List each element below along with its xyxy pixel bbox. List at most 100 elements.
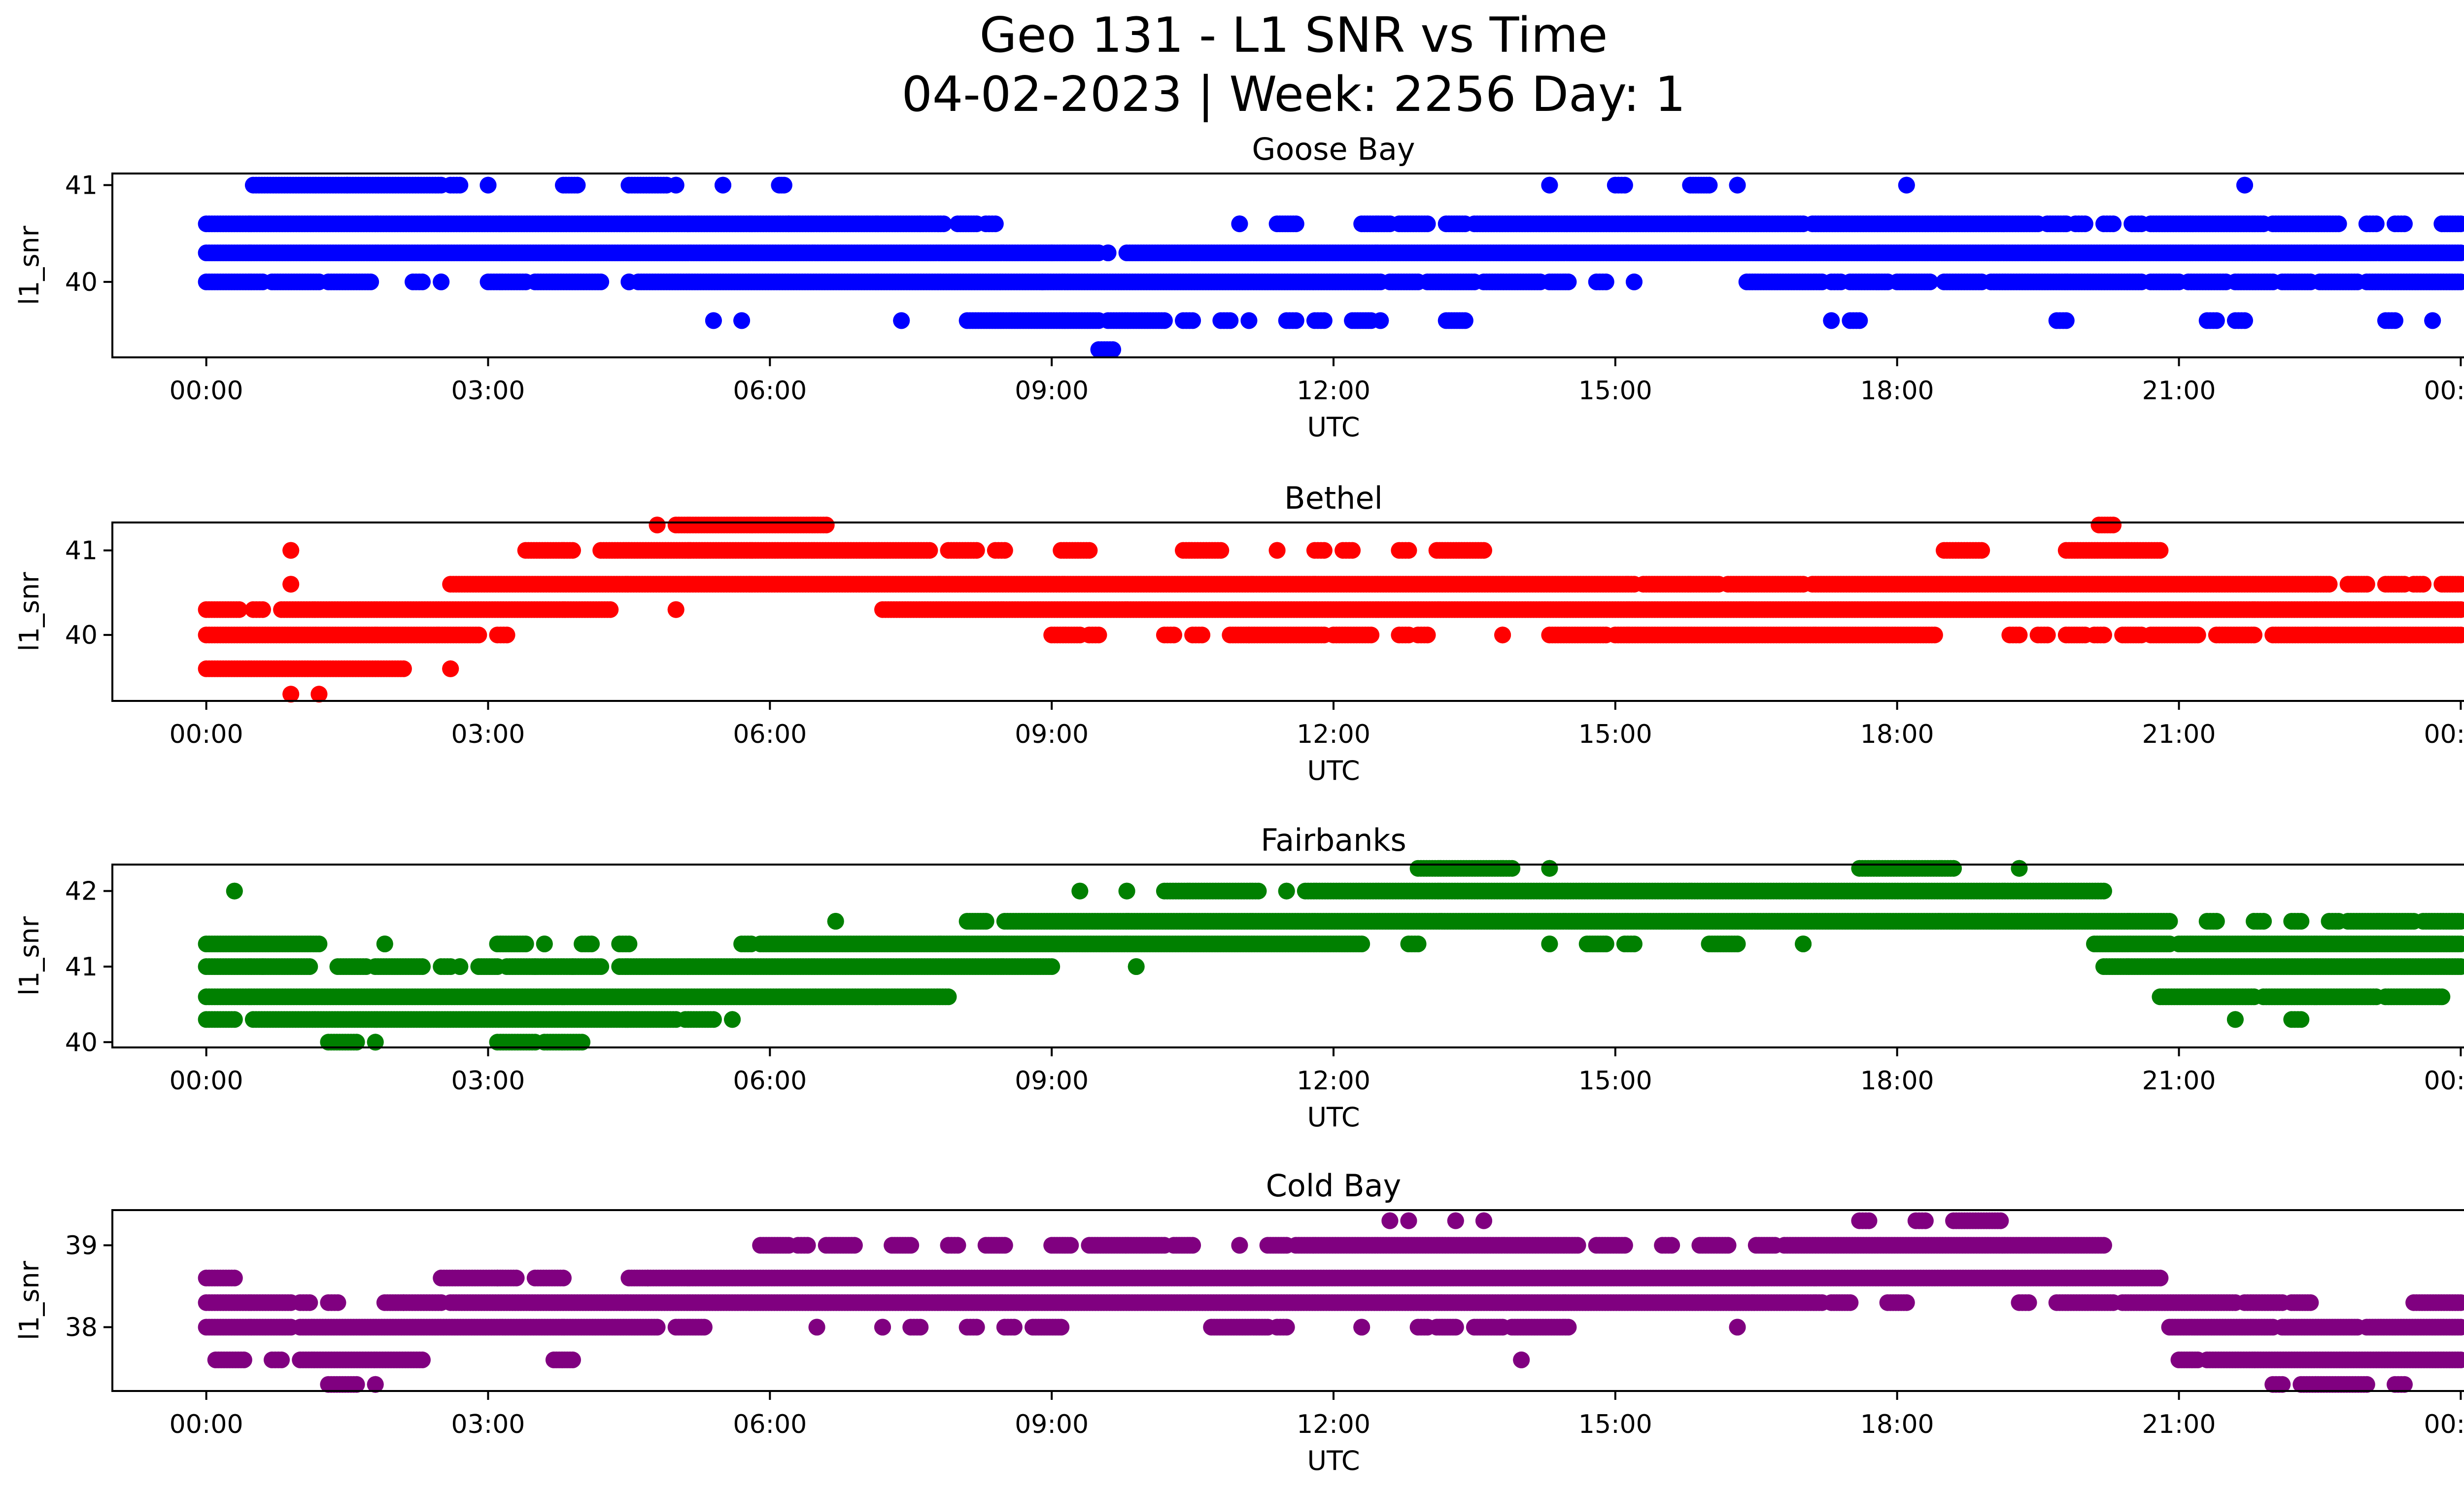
- x-tick-label: 00:00: [170, 376, 243, 406]
- data-point: [1541, 176, 1558, 194]
- x-tick-label: 06:00: [733, 376, 807, 406]
- data-point: [775, 176, 792, 194]
- data-point: [2321, 576, 2338, 593]
- data-point: [2011, 860, 2028, 877]
- subplots: 00:00 03:00 06:00 09:00 12:00 15:00 18:00 21:00…: [14, 131, 2464, 1476]
- data-point: [451, 176, 469, 194]
- x-axis-label: UTC: [1307, 412, 1360, 443]
- x-tick-label: 03:00: [451, 720, 525, 749]
- data-point: [254, 601, 271, 618]
- data-point: [1071, 882, 1089, 900]
- x-tick-label: 09:00: [1015, 376, 1089, 406]
- data-point: [2208, 312, 2225, 329]
- x-tick-label: 18:00: [1860, 720, 1934, 749]
- data-point: [1212, 542, 1230, 559]
- x-tick-label: 12:00: [1297, 376, 1370, 406]
- data-point: [1701, 176, 1718, 194]
- x-tick-label: 21:00: [2142, 376, 2216, 406]
- x-tick-label: 03:00: [451, 376, 525, 406]
- data-point: [1268, 542, 1286, 559]
- data-point: [1240, 312, 1258, 329]
- data-point: [921, 542, 938, 559]
- data-point: [1419, 215, 1436, 233]
- data-point: [715, 176, 731, 194]
- data-point: [1165, 626, 1182, 644]
- scatter-points: [198, 176, 2464, 358]
- data-point: [1851, 312, 1868, 329]
- data-point: [226, 882, 243, 900]
- data-point: [282, 576, 300, 593]
- data-point: [667, 601, 684, 618]
- data-point: [705, 312, 722, 329]
- data-point: [2358, 576, 2375, 593]
- data-point: [1344, 542, 1361, 559]
- data-point: [592, 273, 610, 290]
- x-tick-label: 15:00: [1578, 376, 1652, 406]
- data-point: [987, 215, 1004, 233]
- data-point: [282, 542, 300, 559]
- data-point: [1898, 176, 1915, 194]
- data-point: [1118, 882, 1135, 900]
- data-point: [2057, 312, 2075, 329]
- data-point: [1823, 312, 1840, 329]
- data-point: [1945, 860, 1962, 877]
- data-point: [968, 542, 985, 559]
- data-point: [2011, 626, 2028, 644]
- data-point: [2236, 176, 2253, 194]
- y-tick-label: 41: [65, 536, 98, 566]
- data-point: [1926, 626, 1943, 644]
- data-point: [1222, 312, 1239, 329]
- data-point: [2387, 312, 2403, 329]
- data-point: [1372, 312, 1389, 329]
- subplot-goose-bay: 00:00 03:00 06:00 09:00 12:00 15:00 18:00 21:00…: [14, 131, 2464, 443]
- data-point: [479, 176, 497, 194]
- x-tick-label: 00:00: [170, 720, 243, 749]
- x-tick-label: 18:00: [1860, 376, 1934, 406]
- data-point: [2396, 215, 2413, 233]
- data-point: [2330, 215, 2347, 233]
- data-point: [1494, 626, 1511, 644]
- x-axis-label: UTC: [1307, 755, 1360, 786]
- data-point: [1099, 244, 1117, 261]
- data-point: [2452, 215, 2464, 233]
- data-point: [649, 517, 666, 534]
- y-tick-label: 40: [65, 621, 98, 650]
- data-point: [1419, 626, 1436, 644]
- data-point: [2152, 542, 2169, 559]
- y-tick-label: 41: [65, 171, 98, 201]
- data-point: [1231, 215, 1248, 233]
- data-point: [1315, 542, 1333, 559]
- data-point: [395, 660, 412, 677]
- data-point: [1626, 273, 1643, 290]
- data-point: [1729, 176, 1746, 194]
- data-point: [1184, 312, 1201, 329]
- data-point: [1616, 176, 1633, 194]
- x-tick-label: 09:00: [1015, 720, 1089, 749]
- data-point: [602, 601, 619, 618]
- data-point: [1560, 273, 1577, 290]
- data-point: [1287, 215, 1304, 233]
- x-tick-label: 06:00: [733, 720, 807, 749]
- data-point: [1400, 542, 1417, 559]
- subplot-title: Bethel: [1284, 480, 1383, 516]
- data-point: [1250, 882, 1267, 900]
- data-point: [996, 542, 1013, 559]
- x-tick-label: 15:00: [1578, 720, 1652, 749]
- x-tick-label: 21:00: [2142, 720, 2216, 749]
- data-point: [2246, 626, 2262, 644]
- data-point: [1504, 860, 1521, 877]
- data-point: [2076, 215, 2093, 233]
- x-tick-label: 12:00: [1297, 720, 1370, 749]
- data-point: [1597, 273, 1614, 290]
- data-point: [818, 517, 835, 534]
- data-point: [2039, 626, 2056, 644]
- subplot-title: Goose Bay: [1252, 131, 1415, 167]
- data-point: [1287, 312, 1304, 329]
- data-point: [2095, 626, 2112, 644]
- data-point: [2367, 215, 2385, 233]
- data-point: [564, 542, 581, 559]
- data-point: [733, 312, 751, 329]
- figure-title-line2: 04-02-2023 | Week: 2256 Day: 1: [902, 67, 1686, 123]
- data-point: [1315, 312, 1333, 329]
